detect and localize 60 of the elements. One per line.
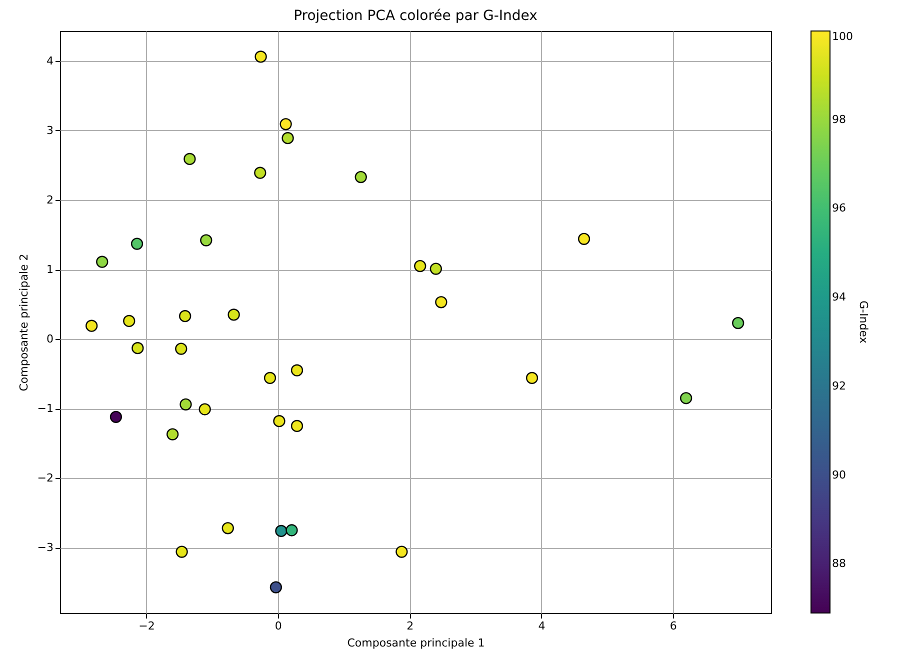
- x-tick-label: 2: [406, 620, 414, 632]
- color-bar-label: 92: [832, 379, 846, 392]
- point: [282, 132, 294, 144]
- y-tick-label: −3: [37, 541, 54, 554]
- y-tick-label: 0: [46, 332, 54, 346]
- x-axis-title: Composante principale 1: [347, 636, 485, 650]
- point: [176, 546, 188, 558]
- point: [273, 415, 286, 428]
- point: [290, 364, 304, 376]
- color-bar-label: 88: [832, 557, 846, 570]
- point: [175, 342, 188, 355]
- point: [430, 262, 442, 275]
- point: [254, 50, 267, 63]
- color-bar-label: 100: [832, 30, 853, 43]
- point: [254, 166, 266, 179]
- point: [110, 410, 122, 423]
- point: [132, 342, 144, 354]
- point: [732, 316, 744, 330]
- point: [86, 320, 98, 332]
- point: [184, 152, 196, 166]
- y-axis-title: Composante principale 2: [17, 254, 30, 392]
- y-tick-label: 2: [46, 193, 54, 206]
- point: [290, 420, 304, 432]
- point: [396, 546, 408, 558]
- x-tick-label: 4: [538, 620, 546, 632]
- point: [222, 522, 234, 534]
- y-tick-label: −2: [37, 472, 54, 485]
- point: [354, 170, 367, 184]
- point: [414, 260, 426, 272]
- point: [130, 238, 144, 250]
- y-tick-label: −1: [37, 402, 54, 416]
- color-bar-label: 98: [832, 112, 846, 126]
- point: [578, 232, 590, 245]
- point: [179, 310, 192, 322]
- color-bar-label: 94: [832, 290, 846, 304]
- point: [180, 398, 192, 410]
- point: [123, 314, 136, 328]
- color-bar-label: 96: [832, 202, 846, 215]
- y-tick-label: 3: [46, 124, 54, 137]
- point: [96, 256, 108, 268]
- point: [275, 524, 288, 538]
- x-tick-label: 0: [274, 620, 282, 632]
- x-tick-label: −2: [138, 620, 155, 632]
- point: [680, 392, 692, 404]
- chart-title: Projection PCA colorée par G-Index: [294, 8, 538, 24]
- point: [286, 524, 298, 536]
- point: [435, 296, 448, 308]
- point: [264, 372, 276, 384]
- point: [228, 308, 240, 321]
- point: [200, 234, 212, 246]
- x-tick-label: 6: [670, 620, 677, 632]
- point: [280, 118, 292, 130]
- point: [166, 428, 179, 440]
- y-tick-label: 1: [46, 263, 54, 276]
- point: [198, 403, 211, 416]
- point: [526, 372, 538, 384]
- color-bar-title: G-Index: [857, 300, 870, 344]
- point: [270, 581, 282, 594]
- y-tick-label: 4: [46, 54, 54, 68]
- color-bar-label: 90: [832, 468, 846, 482]
